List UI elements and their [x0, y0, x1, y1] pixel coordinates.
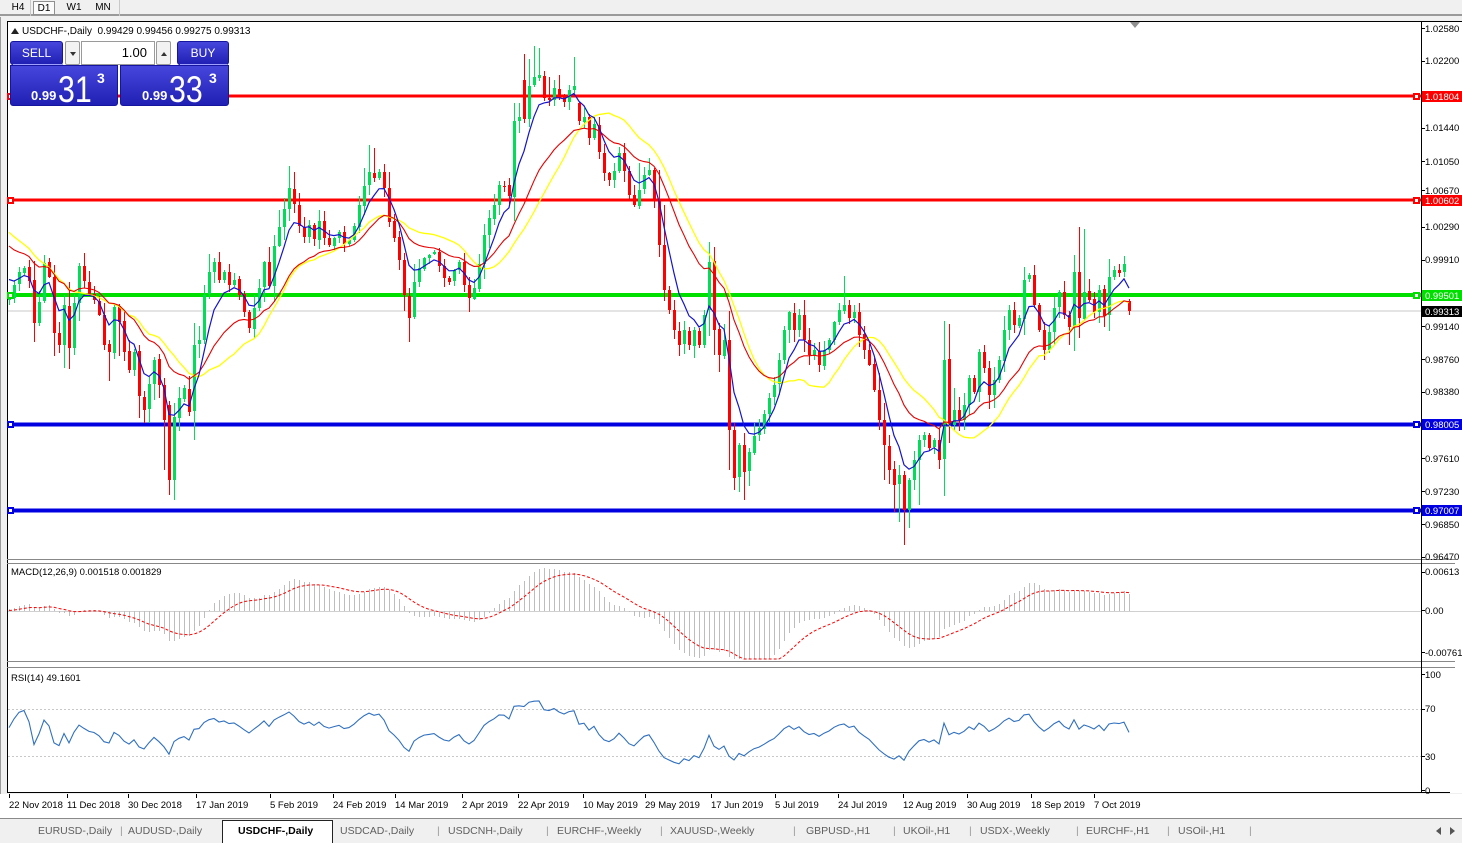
svg-text:30: 30	[1425, 752, 1436, 763]
svg-text:-0.00761: -0.00761	[1425, 648, 1462, 659]
svg-text:1.01804: 1.01804	[1425, 92, 1459, 103]
svg-text:1.00602: 1.00602	[1425, 196, 1459, 207]
svg-text:0.98760: 0.98760	[1425, 355, 1459, 366]
svg-text:0.96850: 0.96850	[1425, 520, 1459, 531]
svg-text:0.00: 0.00	[1425, 606, 1444, 617]
svg-text:1.01050: 1.01050	[1425, 157, 1459, 168]
svg-text:0.98005: 0.98005	[1425, 420, 1459, 431]
svg-text:1.01440: 1.01440	[1425, 123, 1459, 134]
svg-text:1.02580: 1.02580	[1425, 24, 1459, 35]
svg-text:0.97610: 0.97610	[1425, 454, 1459, 465]
svg-text:0.98380: 0.98380	[1425, 387, 1459, 398]
svg-text:1.02200: 1.02200	[1425, 56, 1459, 67]
svg-text:100: 100	[1425, 670, 1441, 681]
svg-text:0.99910: 0.99910	[1425, 255, 1459, 266]
svg-text:0: 0	[1425, 786, 1430, 795]
svg-text:1.00290: 1.00290	[1425, 222, 1459, 233]
svg-text:0.00613: 0.00613	[1425, 567, 1459, 578]
svg-text:0.97230: 0.97230	[1425, 487, 1459, 498]
svg-text:0.99313: 0.99313	[1425, 307, 1459, 318]
svg-text:0.99140: 0.99140	[1425, 322, 1459, 333]
svg-text:0.97007: 0.97007	[1425, 506, 1459, 517]
svg-text:0.99501: 0.99501	[1425, 291, 1459, 302]
svg-text:0.96470: 0.96470	[1425, 552, 1459, 563]
svg-text:1.00670: 1.00670	[1425, 186, 1459, 197]
svg-text:70: 70	[1425, 704, 1436, 715]
